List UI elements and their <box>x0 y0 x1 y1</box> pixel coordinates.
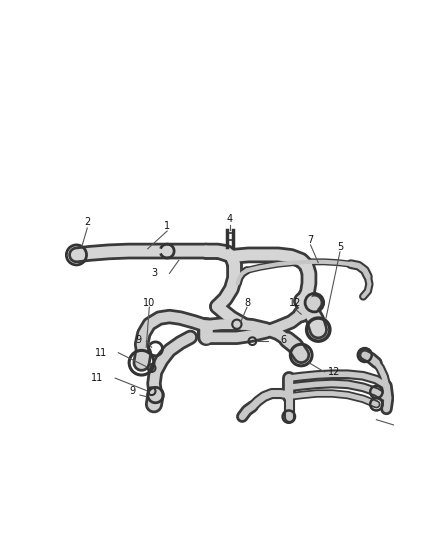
Text: 10: 10 <box>143 297 155 308</box>
Text: 8: 8 <box>244 297 250 308</box>
Text: 3: 3 <box>151 269 157 278</box>
Text: 11: 11 <box>95 348 107 358</box>
Text: 5: 5 <box>337 242 343 252</box>
Text: 9: 9 <box>129 386 135 396</box>
Text: 9: 9 <box>135 335 141 345</box>
Text: 7: 7 <box>307 235 314 245</box>
Text: 11: 11 <box>91 373 103 383</box>
Text: 4: 4 <box>227 214 233 224</box>
Text: 12: 12 <box>289 297 301 308</box>
Text: 12: 12 <box>328 367 340 377</box>
Text: 6: 6 <box>280 335 286 345</box>
Text: 1: 1 <box>164 221 170 231</box>
Text: 2: 2 <box>84 217 90 227</box>
